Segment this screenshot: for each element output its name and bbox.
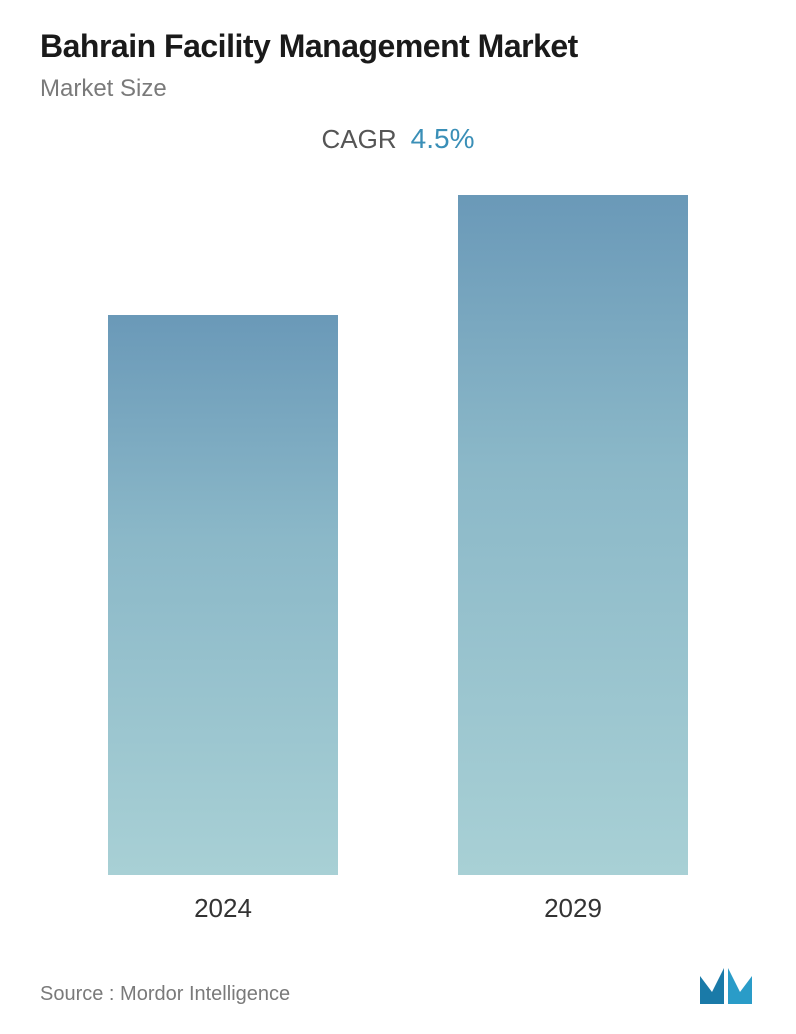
source-text: Source : Mordor Intelligence (40, 983, 290, 1006)
chart-container: Bahrain Facility Management Market Marke… (0, 0, 796, 1034)
bar-2024 (108, 315, 338, 875)
bar-group-2024: 2024 (108, 315, 338, 924)
bar-label-2029: 2029 (544, 893, 602, 924)
bar-label-2024: 2024 (194, 893, 252, 924)
mordor-logo-icon (698, 964, 756, 1006)
chart-area: 2024 2029 (40, 195, 756, 944)
cagr-label: CAGR (322, 124, 397, 155)
chart-title: Bahrain Facility Management Market (40, 28, 756, 65)
footer: Source : Mordor Intelligence (40, 944, 756, 1016)
bar-2029 (458, 195, 688, 875)
chart-subtitle: Market Size (40, 75, 756, 103)
cagr-row: CAGR 4.5% (40, 123, 756, 155)
bar-group-2029: 2029 (458, 195, 688, 924)
cagr-value: 4.5% (411, 123, 475, 155)
